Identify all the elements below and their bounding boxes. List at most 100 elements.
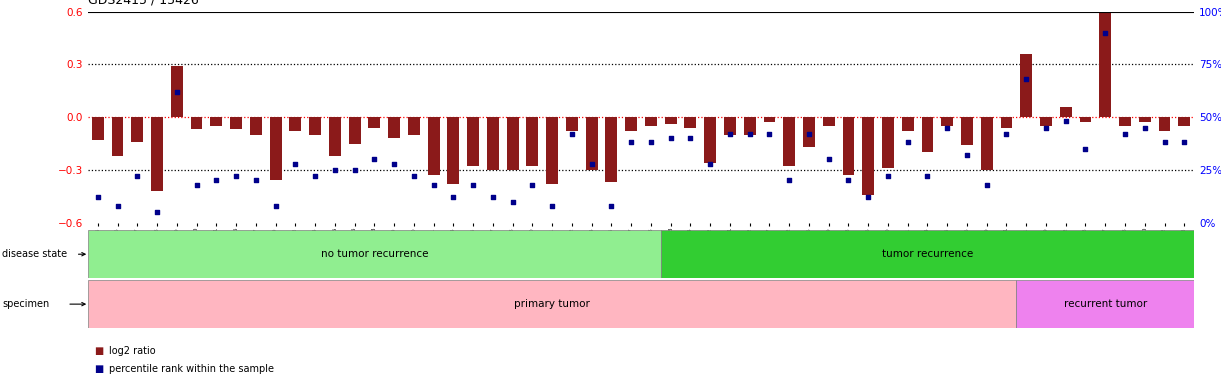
- Bar: [1016, 280, 1194, 328]
- Point: [1115, 131, 1134, 137]
- Bar: [289, 117, 302, 131]
- Bar: [526, 117, 538, 166]
- Bar: [625, 117, 637, 131]
- Point: [443, 194, 463, 200]
- Point: [266, 203, 286, 209]
- Bar: [111, 117, 123, 156]
- Bar: [645, 117, 657, 126]
- Bar: [1178, 117, 1190, 126]
- Bar: [427, 117, 440, 175]
- Point: [1175, 139, 1194, 146]
- Point: [779, 177, 799, 184]
- Text: disease state: disease state: [2, 249, 67, 259]
- Point: [226, 173, 245, 179]
- Point: [1155, 139, 1175, 146]
- Bar: [328, 117, 341, 156]
- Point: [858, 194, 878, 200]
- Bar: [132, 117, 143, 142]
- Point: [1016, 76, 1035, 82]
- Point: [759, 131, 779, 137]
- Bar: [88, 230, 661, 278]
- Point: [325, 167, 344, 173]
- Bar: [744, 117, 756, 135]
- Bar: [567, 117, 578, 131]
- Point: [107, 203, 127, 209]
- Bar: [309, 117, 321, 135]
- Point: [996, 131, 1016, 137]
- Text: primary tumor: primary tumor: [514, 299, 590, 310]
- Bar: [1040, 117, 1053, 126]
- Bar: [941, 117, 954, 126]
- Bar: [151, 117, 162, 191]
- Point: [641, 139, 661, 146]
- Bar: [724, 117, 736, 135]
- Point: [148, 209, 167, 215]
- Bar: [882, 117, 894, 168]
- Bar: [705, 117, 716, 163]
- Point: [720, 131, 740, 137]
- Point: [1037, 124, 1056, 131]
- Bar: [447, 117, 459, 184]
- Point: [305, 173, 325, 179]
- Point: [503, 199, 523, 205]
- Bar: [369, 117, 380, 127]
- Point: [365, 156, 385, 162]
- Point: [582, 161, 602, 167]
- Bar: [980, 117, 993, 170]
- Text: GDS2415 / 15426: GDS2415 / 15426: [88, 0, 199, 6]
- Bar: [685, 117, 696, 127]
- Bar: [487, 117, 499, 170]
- Point: [542, 203, 562, 209]
- Bar: [190, 117, 203, 129]
- Bar: [803, 117, 814, 147]
- Bar: [546, 117, 558, 184]
- Point: [1095, 30, 1115, 36]
- Point: [562, 131, 581, 137]
- Bar: [862, 117, 874, 195]
- Bar: [349, 117, 360, 144]
- Bar: [1000, 117, 1012, 127]
- Text: log2 ratio: log2 ratio: [109, 346, 155, 356]
- Point: [918, 173, 938, 179]
- Point: [286, 161, 305, 167]
- Text: specimen: specimen: [2, 299, 50, 309]
- Bar: [823, 117, 835, 126]
- Bar: [763, 117, 775, 122]
- Text: recurrent tumor: recurrent tumor: [1063, 299, 1147, 310]
- Bar: [1060, 107, 1072, 117]
- Point: [740, 131, 759, 137]
- Bar: [92, 117, 104, 140]
- Bar: [250, 117, 261, 135]
- Text: ■: ■: [94, 346, 104, 356]
- Point: [897, 139, 917, 146]
- Point: [484, 194, 503, 200]
- Bar: [1099, 0, 1111, 117]
- Bar: [783, 117, 795, 166]
- Point: [1076, 146, 1095, 152]
- Bar: [468, 117, 479, 166]
- Bar: [171, 66, 183, 117]
- Point: [602, 203, 621, 209]
- Point: [680, 135, 700, 141]
- Point: [463, 182, 482, 188]
- Text: ■: ■: [94, 364, 104, 374]
- Bar: [664, 117, 676, 124]
- Point: [938, 124, 957, 131]
- Bar: [1021, 54, 1032, 117]
- Point: [385, 161, 404, 167]
- Bar: [388, 117, 400, 138]
- Point: [977, 182, 996, 188]
- Point: [1136, 124, 1155, 131]
- Point: [800, 131, 819, 137]
- Point: [661, 135, 680, 141]
- Bar: [586, 117, 597, 170]
- Bar: [270, 117, 282, 180]
- Bar: [661, 230, 1194, 278]
- Bar: [230, 117, 242, 129]
- Bar: [961, 117, 973, 145]
- Bar: [606, 117, 618, 182]
- Bar: [1139, 117, 1150, 122]
- Bar: [922, 117, 933, 152]
- Point: [424, 182, 443, 188]
- Point: [404, 173, 424, 179]
